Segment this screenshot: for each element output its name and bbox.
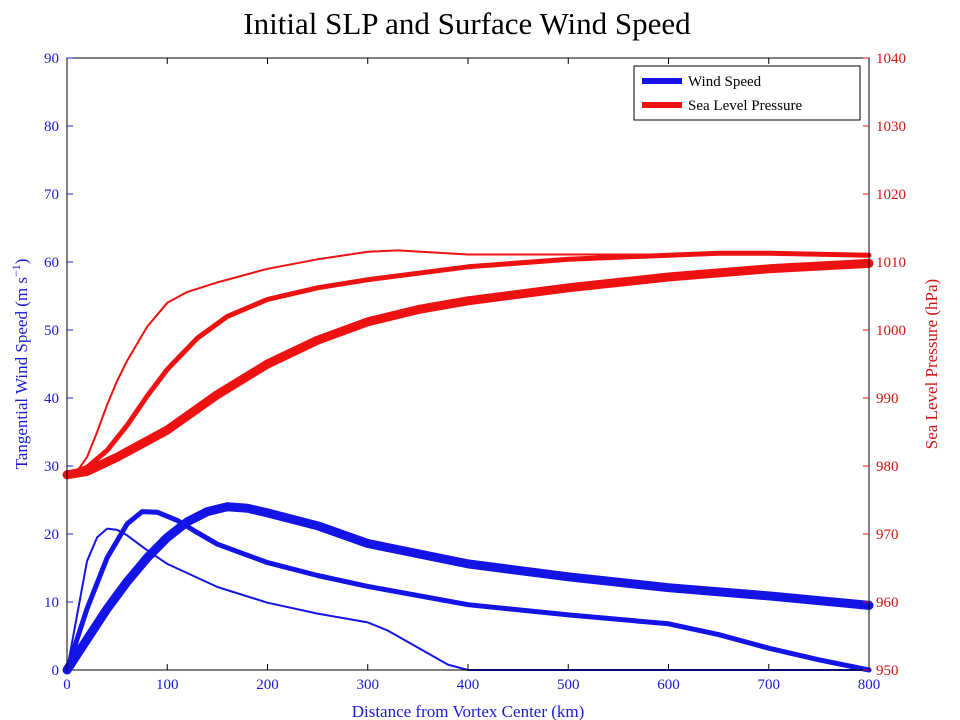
y-right-tick-label: 990 (876, 391, 899, 407)
y-right-tick-label: 970 (876, 527, 899, 543)
pressure-line-thick (62, 258, 874, 480)
x-tick-label: 800 (858, 677, 881, 693)
y-right-tick-label: 1040 (876, 51, 906, 67)
legend-label-sea-level-pressure: Sea Level Pressure (688, 98, 802, 114)
x-tick-label: 300 (357, 677, 380, 693)
y-right-tick-label: 1030 (876, 119, 906, 135)
wind-line-medium (64, 509, 872, 673)
x-tick-label: 100 (156, 677, 179, 693)
legend-label-wind-speed: Wind Speed (688, 74, 762, 90)
y-left-tick-label: 0 (52, 663, 60, 679)
x-tick-label: 200 (256, 677, 279, 693)
x-tick-label: 400 (457, 677, 480, 693)
legend: Wind Speed Sea Level Pressure (633, 65, 861, 121)
y-left-tick-label: 10 (44, 595, 59, 611)
x-tick-label: 700 (758, 677, 781, 693)
plot-area (66, 57, 870, 671)
pressure-line-medium (64, 250, 872, 478)
pressure-line-thin (66, 249, 870, 476)
y-left-tick-label: 50 (44, 323, 59, 339)
y-left-tick-label: 60 (44, 255, 59, 271)
y-right-tick-label: 1010 (876, 255, 906, 271)
x-tick-label: 600 (657, 677, 680, 693)
y-left-label-main: Tangential Wind Speed (m s (12, 277, 31, 469)
y-left-label-superscript: −1 (9, 264, 23, 277)
y-left-tick-label: 90 (44, 51, 59, 67)
series-layer (62, 249, 874, 675)
y-left-tick-label: 40 (44, 391, 59, 407)
x-tick-label: 0 (63, 677, 71, 693)
y-left-tick-label: 20 (44, 527, 59, 543)
y-left-label-close: ) (12, 259, 31, 265)
y-left-tick-label: 70 (44, 187, 59, 203)
y-right-tick-label: 1000 (876, 323, 906, 339)
y-right-tick-label: 960 (876, 595, 899, 611)
y-left-axis-label: Tangential Wind Speed (m s−1) (9, 259, 31, 470)
x-tick-label: 500 (557, 677, 580, 693)
y-left-tick-label: 30 (44, 459, 59, 475)
legend-box (633, 65, 861, 121)
y-left-tick-label: 80 (44, 119, 59, 135)
chart-title: Initial SLP and Surface Wind Speed (243, 6, 691, 41)
x-axis-label: Distance from Vortex Center (km) (352, 702, 585, 720)
ticks-layer: 0 100 200 300 400 500 600 700 800010203040506070… (44, 51, 906, 693)
y-right-tick-label: 1020 (876, 187, 906, 203)
y-right-tick-label: 950 (876, 663, 899, 679)
wind-line-thick (62, 502, 874, 675)
wind-line-thin (66, 527, 870, 671)
y-right-tick-label: 980 (876, 459, 899, 475)
y-right-axis-label: Sea Level Pressure (hPa) (922, 279, 941, 449)
